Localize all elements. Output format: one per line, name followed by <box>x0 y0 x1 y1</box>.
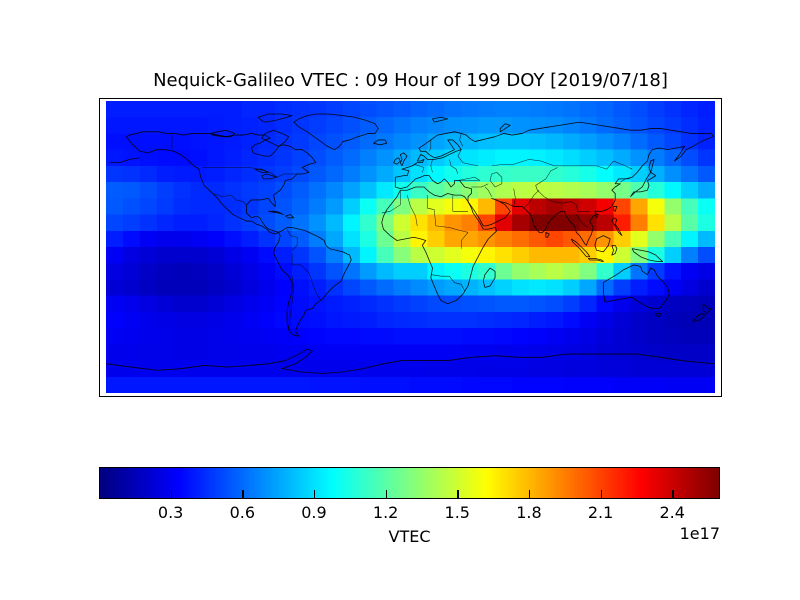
country-border <box>382 190 401 213</box>
coastline <box>394 158 401 164</box>
chart-title: Nequick-Galileo VTEC : 09 Hour of 199 DO… <box>153 70 668 91</box>
coastline <box>258 114 292 122</box>
country-border <box>524 190 539 208</box>
coastline <box>373 140 387 145</box>
country-border <box>429 140 431 151</box>
coastline <box>294 114 379 150</box>
country-border <box>461 232 468 248</box>
colorbar-tick-label: 2.4 <box>659 503 685 522</box>
coastline <box>395 122 713 245</box>
colorbar-tick-label: 1.5 <box>444 503 470 522</box>
colorbar-offset-text: 1e17 <box>679 524 720 543</box>
country-border <box>449 159 457 174</box>
country-border <box>289 276 294 328</box>
colorbar-gradient <box>100 468 719 498</box>
country-border <box>407 195 417 226</box>
coastline <box>382 187 497 304</box>
colorbar-label: VTEC <box>388 527 431 546</box>
coastline <box>126 132 315 234</box>
vtec-heatmap <box>106 101 715 393</box>
country-border <box>431 159 433 172</box>
coastline <box>483 268 495 287</box>
coastline <box>693 314 705 322</box>
country-border <box>576 215 588 228</box>
coastline <box>262 130 289 146</box>
coastline <box>285 215 293 218</box>
country-border <box>490 172 502 187</box>
coastline <box>630 172 655 196</box>
colorbar-tick <box>600 490 603 499</box>
coastline <box>109 158 139 163</box>
coastline <box>211 130 235 136</box>
colorbar-frame <box>99 467 720 499</box>
colorbar-tick <box>457 490 459 499</box>
colorbar-tick-label: 0.9 <box>301 503 327 522</box>
coastline <box>546 232 549 237</box>
colorbar-tick <box>672 490 674 499</box>
country-border <box>485 187 492 197</box>
country-border <box>536 168 590 212</box>
coastline <box>612 218 622 236</box>
coastline <box>500 124 510 132</box>
country-border <box>453 195 468 211</box>
country-border <box>620 179 630 182</box>
country-border <box>414 164 424 172</box>
coastline <box>612 245 617 255</box>
country-border <box>292 253 321 300</box>
colorbar-tick <box>170 490 173 499</box>
country-border <box>514 189 516 207</box>
coastline <box>649 159 654 172</box>
country-border <box>250 168 297 178</box>
world-coastlines-overlay <box>106 101 715 393</box>
coastline <box>632 249 662 262</box>
coastline <box>703 304 711 314</box>
coastline <box>400 153 407 166</box>
coastline <box>588 258 603 261</box>
colorbar-tick <box>528 490 531 499</box>
colorbar-tick-label: 1.8 <box>516 503 542 522</box>
country-border <box>458 177 480 180</box>
colorbar-tick-label: 2.1 <box>587 503 614 522</box>
coastline <box>595 215 598 218</box>
coastline <box>603 265 669 309</box>
country-border <box>460 133 463 146</box>
coastline <box>268 211 283 214</box>
coastline <box>262 174 277 179</box>
country-border <box>458 150 478 166</box>
country-border <box>213 193 247 204</box>
coastline <box>432 117 447 122</box>
coastline <box>273 228 351 337</box>
country-border <box>492 159 632 169</box>
country-border <box>431 275 465 291</box>
coastline <box>656 314 661 317</box>
coastline <box>614 206 617 211</box>
colorbar-tick-label: 0.3 <box>157 503 184 522</box>
country-border <box>436 226 468 232</box>
colorbar-tick <box>313 490 316 499</box>
colorbar-tick <box>385 490 388 499</box>
country-border <box>427 195 435 226</box>
coastline <box>106 349 715 373</box>
coastline <box>571 239 590 257</box>
country-border <box>287 229 297 250</box>
colorbar-tick <box>242 490 244 499</box>
country-border <box>471 184 488 187</box>
coastline <box>255 169 269 172</box>
colorbar-tick-label: 1.2 <box>372 503 399 522</box>
coastline <box>595 236 610 252</box>
colorbar-tick-label: 0.6 <box>229 503 256 522</box>
